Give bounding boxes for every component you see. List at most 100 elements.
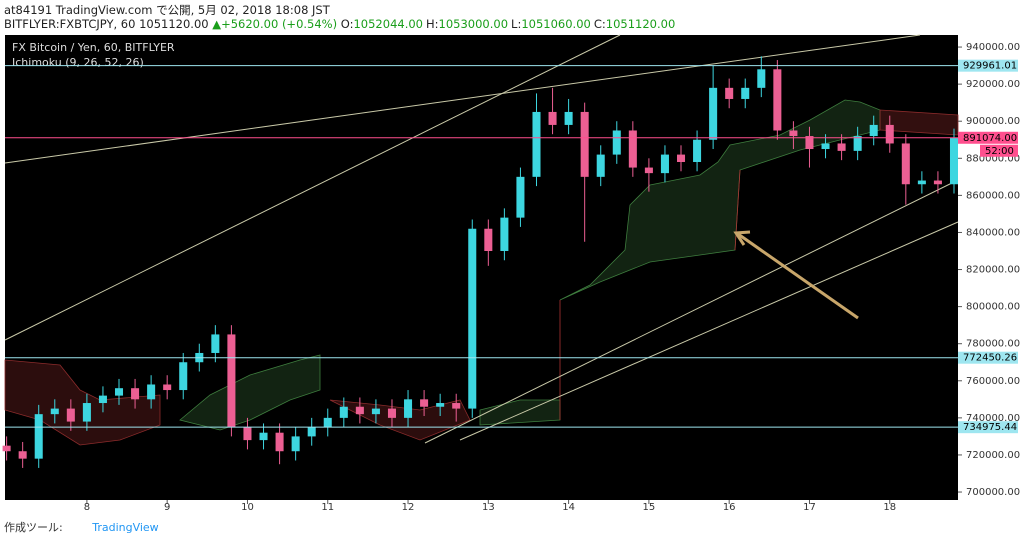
y-tick-label: 820000.00 [966, 265, 1020, 276]
y-tick-label: 920000.00 [966, 79, 1020, 90]
y-tick-label: 800000.00 [966, 302, 1020, 313]
candle-body [82, 403, 91, 422]
candle-body [98, 395, 107, 404]
candle-body [532, 111, 541, 177]
x-tick-label: 9 [164, 502, 170, 512]
candle-body [628, 130, 637, 168]
candle-body [114, 388, 124, 396]
candle-body [387, 408, 396, 418]
candle-body [18, 451, 27, 459]
candle-body [612, 130, 621, 155]
candle-body [147, 384, 156, 400]
chart-title: FX Bitcoin / Yen, 60, BITFLYER [12, 41, 175, 54]
x-tick-label: 15 [643, 502, 656, 512]
x-tick-label: 13 [482, 502, 495, 512]
plot-bg [5, 35, 958, 500]
candle-body [468, 228, 477, 409]
ohlc-value: 1051120.00 [605, 17, 676, 31]
candle-body [596, 154, 605, 177]
y-tick-label: 880000.00 [966, 153, 1020, 164]
candle-body [564, 111, 573, 125]
candle-body [404, 399, 413, 418]
arrow [733, 230, 859, 320]
candle-body [339, 406, 348, 418]
candle-body [901, 143, 910, 185]
candle-body [949, 137, 958, 185]
candle-body [484, 228, 493, 251]
y-tick-label: 940000.00 [966, 42, 1020, 53]
countdown: 52:00 [985, 146, 1014, 157]
candle-body [500, 217, 509, 251]
price-label: 772450.26 [963, 353, 1017, 364]
last-price: 1051120.00 [139, 17, 209, 31]
trend-lines [4, 34, 959, 444]
candle-body [580, 111, 589, 177]
candle-body [725, 87, 734, 99]
candle-body [371, 408, 380, 415]
candle-body [131, 388, 140, 400]
ohlc-value: 1052044.00 [353, 17, 423, 31]
x-tick-label: 8 [84, 502, 90, 512]
chart: FX Bitcoin / Yen, 60, BITFLYER Ichimoku … [2, 34, 1020, 512]
x-tick-label: 12 [402, 502, 415, 512]
footer: 作成ツール: TradingView [4, 519, 159, 535]
candle-body [291, 436, 300, 452]
candle-body [163, 384, 172, 391]
candle-body [773, 69, 782, 131]
y-tick-label: 720000.00 [966, 450, 1020, 461]
ohlc-key: O: [340, 17, 354, 31]
price-label: 929961.01 [963, 61, 1017, 72]
indicator: Ichimoku (9, 26, 52, 26) [12, 56, 144, 69]
candle-body [436, 403, 445, 407]
candle-body [644, 167, 653, 174]
x-tick-label: 16 [723, 502, 736, 512]
candle-body [548, 111, 557, 125]
candle-body [307, 427, 316, 437]
candle-body [869, 124, 878, 137]
y-tick-label: 860000.00 [966, 190, 1020, 201]
candle-body [837, 143, 846, 151]
candle-body [259, 432, 268, 441]
y-tick-label: 900000.00 [966, 116, 1020, 127]
x-tick-label: 11 [321, 502, 334, 512]
y-tick-label: 780000.00 [966, 339, 1020, 350]
candle-body [741, 87, 750, 99]
ohlc-key: L: [511, 17, 522, 31]
publisher: at84191 TradingView.com で公開, 5月 02, 2018… [4, 3, 330, 17]
candle-body [709, 87, 718, 140]
candle-body [243, 427, 252, 441]
price-label-box [958, 131, 1018, 144]
ohlc: O:1052044.00 H:1053000.00 L:1051060.00 C:10… [341, 17, 679, 31]
x-tick-label: 10 [241, 502, 254, 512]
change: ▲+5620.00 (+0.54%) [212, 17, 338, 31]
candle-body [275, 432, 284, 452]
candle-body [355, 406, 364, 415]
ohlc-value: 1051060.00 [521, 17, 591, 31]
ohlc-key: C: [593, 17, 606, 31]
symbol: BITFLYER:FXBTCJPY, 60 [4, 17, 136, 31]
y-tick-label: 740000.00 [966, 413, 1020, 424]
candle-body [323, 417, 332, 428]
candle-body [420, 399, 429, 407]
candle-body [933, 180, 942, 185]
countdown-box [980, 144, 1018, 157]
symbol-line: BITFLYER:FXBTCJPY, 60 1051120.00 ▲+5620.… [4, 17, 678, 31]
candle-body [789, 130, 798, 137]
x-tick-label: 14 [562, 502, 575, 512]
candle-body [693, 139, 702, 163]
candle-body [516, 176, 525, 218]
y-tick-label: 700000.00 [966, 487, 1020, 498]
candle-body [660, 154, 669, 174]
candle-body [917, 180, 926, 185]
candle-body [66, 408, 75, 422]
candle-body [227, 334, 236, 428]
price-label-box [958, 59, 1018, 72]
brand: TradingView [92, 521, 159, 534]
footer-text: 作成ツール: [4, 521, 63, 534]
candle-body [179, 362, 188, 391]
candle-body [821, 143, 830, 150]
ohlc-value: 1053000.00 [438, 17, 509, 31]
candle-body [676, 154, 686, 163]
candle-body [34, 414, 43, 459]
